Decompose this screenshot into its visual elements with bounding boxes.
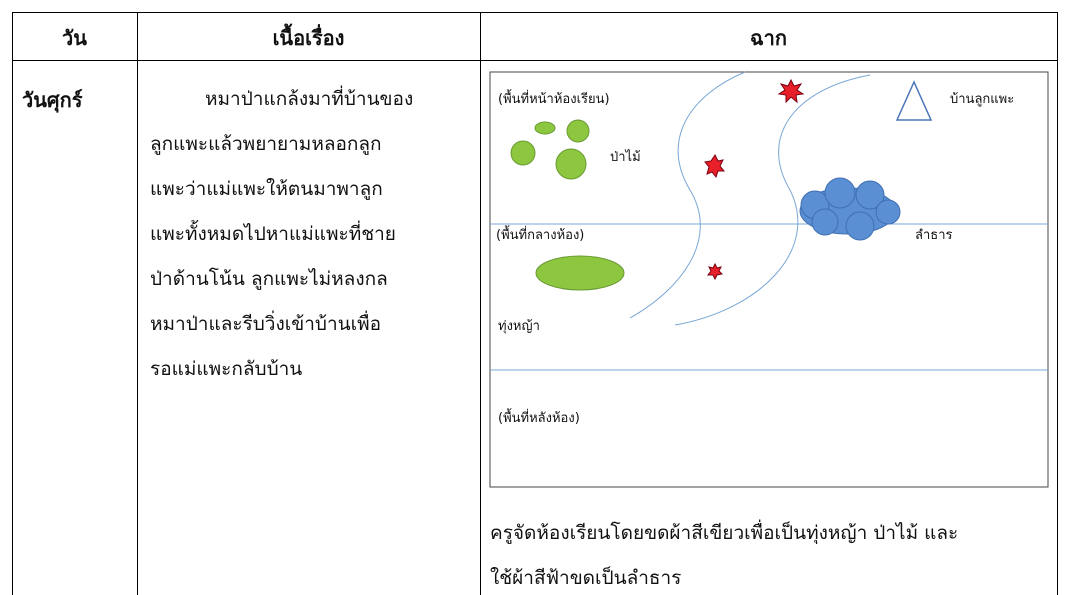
scene-label: บ้านลูกแพะ	[950, 92, 1015, 107]
stream-bank	[674, 74, 871, 326]
story-line: แพะทั้งหมดไปหาแม่แพะที่ชาย	[150, 223, 396, 245]
border	[12, 60, 1058, 61]
tree	[555, 148, 587, 180]
meadow	[535, 255, 625, 291]
header-cell: เนื้อเรื่อง	[272, 26, 345, 50]
day-cell: วันศุกร์	[22, 88, 83, 112]
border	[12, 12, 1058, 13]
scene-frame	[489, 71, 1049, 488]
story-line: หมาป่าและรีบวิ่งเข้าบ้านเพื่อ	[150, 313, 382, 335]
house-icon	[895, 80, 933, 121]
tree	[510, 140, 536, 166]
caption-line: ครูจัดห้องเรียนโดยขดผ้าสีเขียวเพื่อเป็นท…	[490, 522, 959, 544]
border	[1057, 12, 1058, 595]
stream-bank	[629, 71, 746, 319]
scene-label: (พื้นที่หน้าห้องเรียน)	[498, 92, 610, 107]
header-cell: ฉาก	[750, 26, 787, 50]
scene-label: ลำธาร	[915, 228, 953, 243]
stream-cloud	[799, 177, 901, 241]
tree	[534, 121, 556, 135]
caption-line: ใช้ผ้าสีฟ้าขดเป็นลำธาร	[490, 567, 682, 589]
story-line: ลูกแพะแล้วพยายามหลอกลูก	[150, 133, 382, 155]
scene-label: (พื้นที่หลังห้อง)	[498, 411, 580, 426]
border	[12, 12, 13, 595]
wolf-marker	[704, 78, 805, 281]
scene-label: ป่าไม้	[610, 150, 641, 165]
story-line: แพะว่าแม่แพะให้ตนมาพาลูก	[150, 178, 383, 200]
tree	[566, 119, 590, 143]
story-line: รอแม่แพะกลับบ้าน	[150, 358, 303, 380]
scene-label: (พื้นที่กลางห้อง)	[496, 228, 585, 243]
border	[137, 12, 138, 595]
scene-label: ทุ่งหญ้า	[498, 319, 540, 334]
story-line: หมาป่าแกล้งมาที่บ้านของ	[205, 88, 414, 110]
story-line: ป่าด้านโน้น ลูกแพะไม่หลงกล	[150, 268, 388, 290]
header-cell: วัน	[62, 26, 87, 50]
border	[480, 12, 481, 595]
